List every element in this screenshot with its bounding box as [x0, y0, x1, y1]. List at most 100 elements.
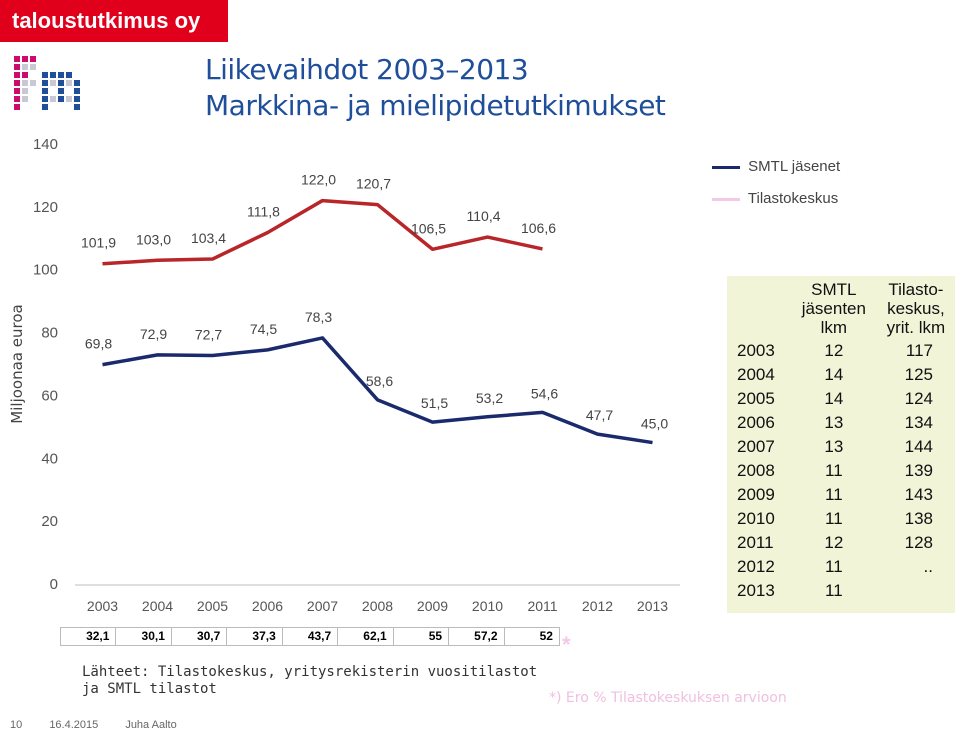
- x-tick-label: 2004: [142, 598, 173, 614]
- series-line-tilastokeskus: [102, 198, 543, 266]
- legend-swatch-smtl: [712, 165, 740, 169]
- table-cell-year: 2011: [737, 533, 774, 552]
- legend-label-smtl: SMTL jäsenet: [748, 158, 841, 175]
- difference-cell: 30,7: [171, 627, 228, 646]
- data-label: 47,7: [586, 407, 613, 423]
- table-header-row: SMTL jäsenten lkm Tilasto- keskus, yrit.…: [727, 280, 955, 339]
- brand-banner: taloustutkimus oy: [0, 0, 228, 42]
- y-axis-title: Miljoonaa euroa: [8, 304, 26, 423]
- table-cell-tilastokeskus: 117: [905, 341, 933, 360]
- table-cell-smtl: 14: [824, 389, 844, 408]
- difference-row: 32,1 30,1 30,7 37,3 43,7 62,1 55 57,2 52: [60, 627, 560, 646]
- table-header-smtl-2: jäsenten: [801, 299, 866, 318]
- table-background: [727, 276, 955, 613]
- data-label: 45,0: [641, 416, 668, 432]
- y-tick-label: 20: [41, 513, 58, 530]
- company-count-table: SMTL jäsenten lkm Tilasto- keskus, yrit.…: [727, 280, 955, 603]
- table-row: 2003 12 117: [727, 339, 955, 363]
- table-cell-year: 2004: [737, 365, 775, 384]
- difference-cell: 57,2: [449, 627, 505, 646]
- title-line-2: Markkina- ja mielipidetutkimukset: [205, 89, 666, 122]
- difference-cell: 52: [504, 627, 560, 646]
- table-header-smtl-1: SMTL: [811, 280, 857, 299]
- footer-author: Juha Aalto: [125, 719, 177, 731]
- table-cell-year: 2008: [737, 461, 775, 480]
- table-header-tk-2: keskus,: [887, 299, 945, 318]
- data-label: 53,2: [476, 390, 503, 406]
- legend-label-tilastokeskus: Tilastokeskus: [747, 190, 839, 207]
- table-cell-year: 2009: [737, 485, 775, 504]
- data-label: 72,9: [140, 326, 167, 342]
- title-line-1: Liikevaihdot 2003–2013: [205, 53, 529, 86]
- difference-cell: 37,3: [227, 627, 283, 646]
- table-cell-smtl: 11: [825, 509, 843, 528]
- table-cell-smtl: 13: [824, 437, 844, 456]
- table-cell-smtl: 11: [825, 557, 843, 576]
- table-cell-year: 2012: [737, 557, 775, 576]
- table-cell-year: 2006: [737, 413, 775, 432]
- data-label: 111,8: [247, 204, 280, 220]
- smtl-logo: [14, 56, 80, 110]
- x-tick-label: 2010: [472, 598, 503, 614]
- table-row: 2007 13 144: [727, 435, 955, 459]
- footer: 10 16.4.2015 Juha Aalto: [10, 719, 201, 731]
- y-tick-label: 140: [33, 136, 58, 153]
- table-cell-tilastokeskus: 134: [904, 413, 933, 432]
- table-cell-tilastokeskus: 138: [904, 509, 933, 528]
- sources-text: Lähteet: Tilastokeskus, yritysrekisterin…: [82, 664, 538, 697]
- y-tick-label: 0: [50, 576, 58, 593]
- table-header-tk-1: Tilasto-: [888, 280, 944, 299]
- x-tick-label: 2009: [417, 598, 448, 614]
- table-cell-smtl: 12: [824, 533, 844, 552]
- table-cell-tilastokeskus: 139: [904, 461, 933, 480]
- table-cell-smtl: 14: [824, 365, 844, 384]
- table-header-smtl: SMTL jäsenten lkm: [791, 280, 877, 339]
- difference-cell: 30,1: [116, 627, 172, 646]
- table-header-smtl-3: lkm: [820, 318, 848, 337]
- table-cell-smtl: 13: [824, 413, 844, 432]
- data-label: 110,4: [467, 208, 501, 224]
- x-tick-label: 2005: [197, 598, 228, 614]
- difference-cell: 43,7: [282, 627, 339, 646]
- x-tick-label: 2008: [362, 598, 393, 614]
- data-label: 103,4: [191, 230, 226, 246]
- chart-title: Liikevaihdot 2003–2013 Markkina- ja miel…: [205, 52, 666, 124]
- table-row: 2006 13 134: [727, 411, 955, 435]
- table-cell-tilastokeskus: 144: [904, 437, 933, 456]
- table-row: 2004 14 125: [727, 363, 955, 387]
- data-label: 106,6: [521, 220, 556, 236]
- data-label: 122,0: [301, 172, 336, 188]
- difference-star: *: [562, 632, 571, 657]
- data-label: 103,0: [136, 231, 171, 247]
- x-tick-label: 2012: [582, 598, 613, 614]
- table-cell-tilastokeskus: ..: [923, 557, 933, 576]
- series-line-smtl: [102, 336, 653, 445]
- difference-cell: 55: [393, 627, 450, 646]
- table-row: 2012 11..: [727, 555, 955, 579]
- difference-note: *) Ero % Tilastokeskuksen arvioon: [549, 690, 787, 706]
- x-tick-label: 2003: [87, 598, 118, 614]
- data-label: 74,5: [250, 321, 277, 337]
- table-cell-tilastokeskus: 128: [904, 533, 933, 552]
- x-tick-label: 2006: [252, 598, 283, 614]
- difference-cell: 62,1: [338, 627, 394, 646]
- table-cell-year: 2003: [737, 341, 775, 360]
- table-cell-tilastokeskus: [877, 579, 955, 603]
- line-chart: Miljoonaa euroa 0 20 40 60 80 100 120 140 2003 200…: [8, 136, 680, 614]
- footer-page-number: 10: [10, 719, 23, 731]
- y-tick-label: 60: [41, 387, 58, 404]
- data-label: 72,7: [195, 327, 222, 343]
- y-tick-label: 100: [33, 262, 58, 279]
- table-cell-year: 2013: [737, 581, 775, 600]
- x-tick-label: 2013: [637, 598, 668, 614]
- table-row: 2005 14 124: [727, 387, 955, 411]
- data-label: 69,8: [85, 336, 112, 352]
- data-label: 120,7: [356, 176, 391, 192]
- y-tick-label: 120: [33, 199, 58, 216]
- footer-date: 16.4.2015: [49, 719, 99, 731]
- table-cell-smtl: 11: [825, 485, 843, 504]
- y-tick-label: 40: [41, 450, 58, 467]
- table-row: 2008 11 139: [727, 459, 955, 483]
- data-label: 78,3: [305, 309, 332, 325]
- x-tick-label: 2011: [527, 598, 557, 614]
